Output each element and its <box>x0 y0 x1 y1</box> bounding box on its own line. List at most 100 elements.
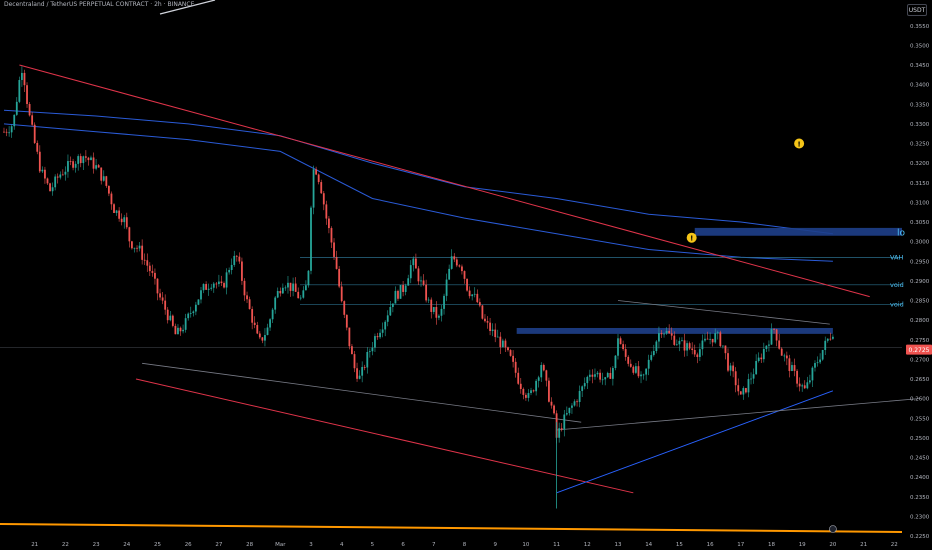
candle-body <box>215 283 218 285</box>
candle-body <box>458 265 461 267</box>
candle-body <box>67 161 69 172</box>
candle-body <box>560 428 563 430</box>
candle-body <box>371 347 374 352</box>
candle-body <box>131 241 133 249</box>
candle-body <box>604 377 607 380</box>
candle-body <box>21 72 23 81</box>
candle-body <box>36 142 39 152</box>
candle-body <box>412 258 415 266</box>
candle-body <box>10 126 13 133</box>
candle-body <box>69 161 72 162</box>
candle-body <box>92 157 95 169</box>
candle-body <box>565 413 568 415</box>
candle-body <box>166 309 169 321</box>
x-tick-label: 17 <box>737 542 744 548</box>
x-tick-label: 12 <box>584 542 591 548</box>
candle-body <box>522 388 525 395</box>
candle-body <box>798 383 801 387</box>
candle-body <box>235 255 238 257</box>
candle-body <box>310 207 312 271</box>
trendlines <box>0 0 919 533</box>
candle-body <box>563 414 566 430</box>
candle-body <box>399 285 402 299</box>
x-tick-label: 10 <box>522 542 529 548</box>
candle-body <box>307 270 310 286</box>
candle-body <box>773 329 775 330</box>
candle-body <box>576 401 578 403</box>
candle-body <box>660 333 663 335</box>
candle-body <box>609 372 612 379</box>
candle-body <box>752 374 755 379</box>
x-tick-label: 18 <box>768 542 775 548</box>
candle-body <box>484 318 486 322</box>
x-tick-label: 26 <box>185 542 192 548</box>
candle-body <box>583 383 586 387</box>
alerts[interactable]: !! <box>686 138 837 533</box>
x-tick-label: 22 <box>891 542 898 548</box>
y-tick-label: 0.3350 <box>910 102 930 108</box>
candle-body <box>333 242 335 257</box>
candle-body <box>322 193 325 205</box>
candle-body <box>760 357 763 360</box>
candle-body <box>601 379 604 381</box>
candle-body <box>133 247 136 249</box>
candle-body <box>806 382 809 389</box>
candle-body <box>284 287 287 289</box>
candle-body <box>517 372 520 384</box>
y-tick-label: 0.2850 <box>910 299 930 305</box>
candle-body <box>788 358 791 372</box>
candle-body <box>445 279 448 296</box>
candle-body <box>384 321 387 330</box>
zone-rect <box>516 327 833 334</box>
x-tick-label: 22 <box>62 542 69 548</box>
candle-body <box>386 315 389 322</box>
candle-body <box>292 283 294 291</box>
candle-body <box>100 167 103 181</box>
candle-body <box>665 330 668 334</box>
candle-body <box>187 313 190 319</box>
candle-body <box>402 285 404 292</box>
candle-body <box>335 256 338 269</box>
candle-body <box>537 377 540 381</box>
candle-body <box>105 176 108 186</box>
candle-body <box>38 151 41 172</box>
candle-body <box>146 260 149 266</box>
candle-body <box>340 286 343 302</box>
candle-body <box>389 306 392 316</box>
candle-body <box>481 305 484 319</box>
candle-body <box>542 364 545 371</box>
candle-body <box>770 329 773 345</box>
candle-body <box>486 321 489 323</box>
candle-body <box>207 288 210 290</box>
orange-long-line <box>0 523 903 533</box>
candle-body <box>264 335 266 341</box>
candle-body <box>714 333 717 343</box>
candle-body <box>425 284 428 301</box>
currency-badge[interactable]: USDT <box>907 4 927 16</box>
candle-body <box>494 329 497 338</box>
candle-body <box>28 104 31 116</box>
candle-body <box>652 350 655 356</box>
candle-body <box>448 268 451 280</box>
candle-body <box>233 255 236 265</box>
y-tick-label: 0.3150 <box>910 181 930 187</box>
alert-icon[interactable] <box>794 138 805 149</box>
candle-body <box>501 340 504 348</box>
replay-icon[interactable] <box>829 525 837 533</box>
candle-body <box>294 283 297 292</box>
candle-body <box>535 380 538 392</box>
candle-body <box>41 169 44 172</box>
candle-body <box>635 366 637 373</box>
candle-body <box>632 366 635 373</box>
y-tick-label: 0.2950 <box>910 259 930 265</box>
candle-body <box>353 354 356 369</box>
candle-body <box>348 327 351 347</box>
candle-body <box>450 256 453 269</box>
candle-body <box>507 347 509 351</box>
x-tick-label: 9 <box>493 542 497 548</box>
alert-icon[interactable] <box>686 232 697 243</box>
supply-zones: lo <box>516 227 906 334</box>
candle-body <box>33 124 36 143</box>
candle-body <box>706 338 709 340</box>
